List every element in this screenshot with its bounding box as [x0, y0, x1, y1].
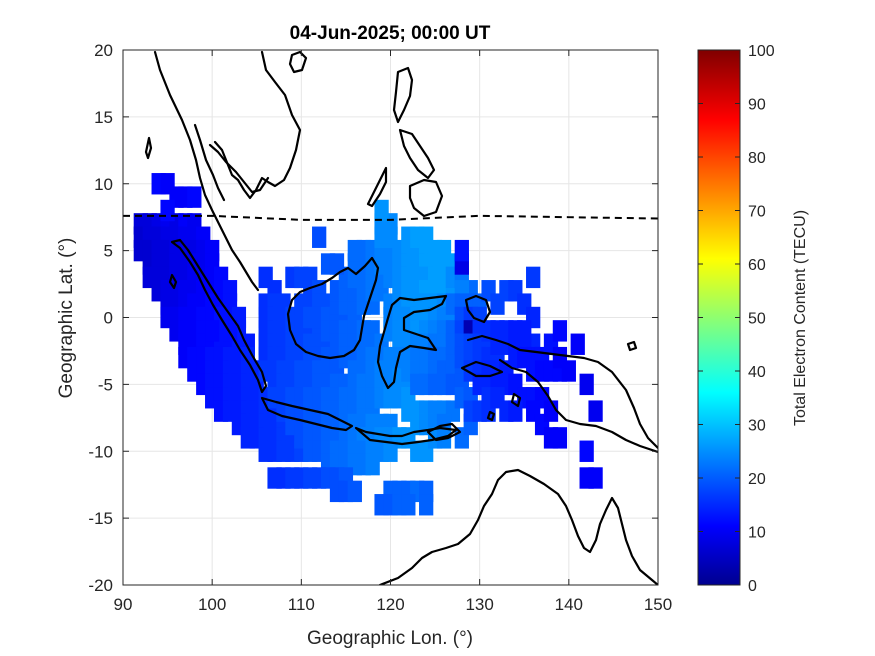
tec-cell	[401, 494, 416, 516]
coastlines	[144, 50, 658, 585]
tec-cell	[454, 239, 469, 262]
y-axis-label: Geographic Lat. (°)	[56, 238, 77, 399]
y-tick-label: 5	[104, 242, 113, 261]
y-axis-ticks: 20 15 10 5 0 -5 -10 -15 -20	[88, 41, 658, 595]
tec-cell	[312, 226, 327, 248]
coastline-philippines-visayas	[398, 128, 436, 180]
tec-cell	[187, 186, 202, 208]
coastline-hainan	[288, 50, 308, 74]
coastline-palawan	[366, 166, 388, 208]
tec-cell	[160, 199, 175, 222]
coastline-indochina-west	[193, 123, 226, 202]
x-tick-label: 100	[198, 595, 226, 614]
coastline-malay-peninsula	[153, 50, 260, 292]
coastline-halmahera	[464, 294, 492, 324]
coastline-borneo	[286, 256, 380, 360]
tec-cell	[588, 400, 603, 422]
x-axis-label: Geographic Lon. (°)	[307, 628, 473, 649]
tec-cell	[365, 453, 380, 476]
colorbar-tick-label: 100	[748, 43, 775, 60]
y-tick-label: 10	[94, 175, 113, 194]
x-axis-ticks: 90 100 110 120 130 140 150	[114, 50, 672, 614]
x-tick-label: 110	[288, 595, 315, 614]
colorbar-tick-label: 10	[748, 525, 766, 542]
tec-cell	[490, 387, 505, 409]
tec-cell	[419, 226, 434, 248]
coastline-nicobar	[168, 273, 178, 290]
tec-cell	[526, 266, 541, 289]
coastline-seram	[460, 360, 504, 378]
tec-cell	[552, 346, 568, 369]
colorbar-tick-label: 0	[748, 578, 757, 595]
coastline-lesser-sunda	[354, 426, 458, 446]
tec-cell	[329, 253, 345, 275]
tec-cell	[579, 373, 594, 396]
x-tick-label: 150	[644, 595, 672, 614]
tec-cell	[419, 494, 434, 516]
y-tick-label: -10	[88, 442, 113, 461]
y-tick-label: -5	[98, 375, 113, 394]
coastline-java	[260, 396, 354, 432]
coastline-philippines-luzon	[392, 66, 414, 124]
colorbar-tick-label: 40	[748, 364, 766, 381]
x-tick-label: 120	[376, 595, 404, 614]
chart-title: 04-Jun-2025; 00:00 UT	[290, 23, 491, 44]
tec-cell	[347, 480, 362, 503]
x-tick-label: 90	[114, 595, 133, 614]
colorbar-tick-label: 20	[748, 471, 766, 488]
coastline-indochina	[213, 50, 302, 200]
colorbar-label: Total Electron Content (TECU)	[792, 210, 809, 426]
coastline-new-guinea	[466, 334, 658, 450]
geomagnetic-equator-line	[123, 214, 659, 221]
colorbar-tick-label: 60	[748, 257, 766, 274]
colorbar-gradient	[697, 49, 741, 586]
coastline-new-guinea-south	[498, 358, 658, 454]
colorbar-tick-label: 30	[748, 418, 766, 435]
colorbar-tick-label: 80	[748, 150, 766, 167]
coastline-philippines-mindanao	[408, 178, 444, 218]
y-tick-label: -20	[88, 576, 113, 595]
tec-cell	[383, 440, 398, 462]
y-tick-label: 0	[104, 309, 113, 328]
tec-cell	[579, 440, 594, 462]
tec-cell	[205, 320, 220, 342]
y-tick-label: -15	[88, 509, 113, 528]
colorbar-tick-label: 70	[748, 204, 766, 221]
coastline-timor	[426, 422, 462, 442]
tec-cell	[588, 467, 603, 489]
tec-cell	[570, 333, 585, 355]
y-tick-label: 20	[94, 41, 113, 60]
coastline-sumatra	[170, 238, 268, 394]
tec-cell	[543, 427, 559, 449]
x-tick-label: 140	[555, 595, 583, 614]
coastline-gulf-thailand	[208, 143, 270, 194]
colorbar-tick-label: 90	[748, 97, 766, 114]
x-tick-label: 130	[465, 595, 493, 614]
colorbar-tick-label: 50	[748, 311, 766, 328]
coastline-australia	[378, 468, 658, 585]
coastline-sulawesi	[376, 294, 448, 390]
coastline-andaman	[144, 136, 153, 160]
tec-cell	[552, 320, 568, 342]
plot-area: 90 100 110 120 130 140 150 20 15 10 5 0 -5 -10 -15 -20	[88, 41, 672, 614]
coastline-islands-east	[486, 340, 638, 422]
y-tick-label: 15	[94, 108, 113, 127]
tec-cell	[374, 199, 389, 222]
